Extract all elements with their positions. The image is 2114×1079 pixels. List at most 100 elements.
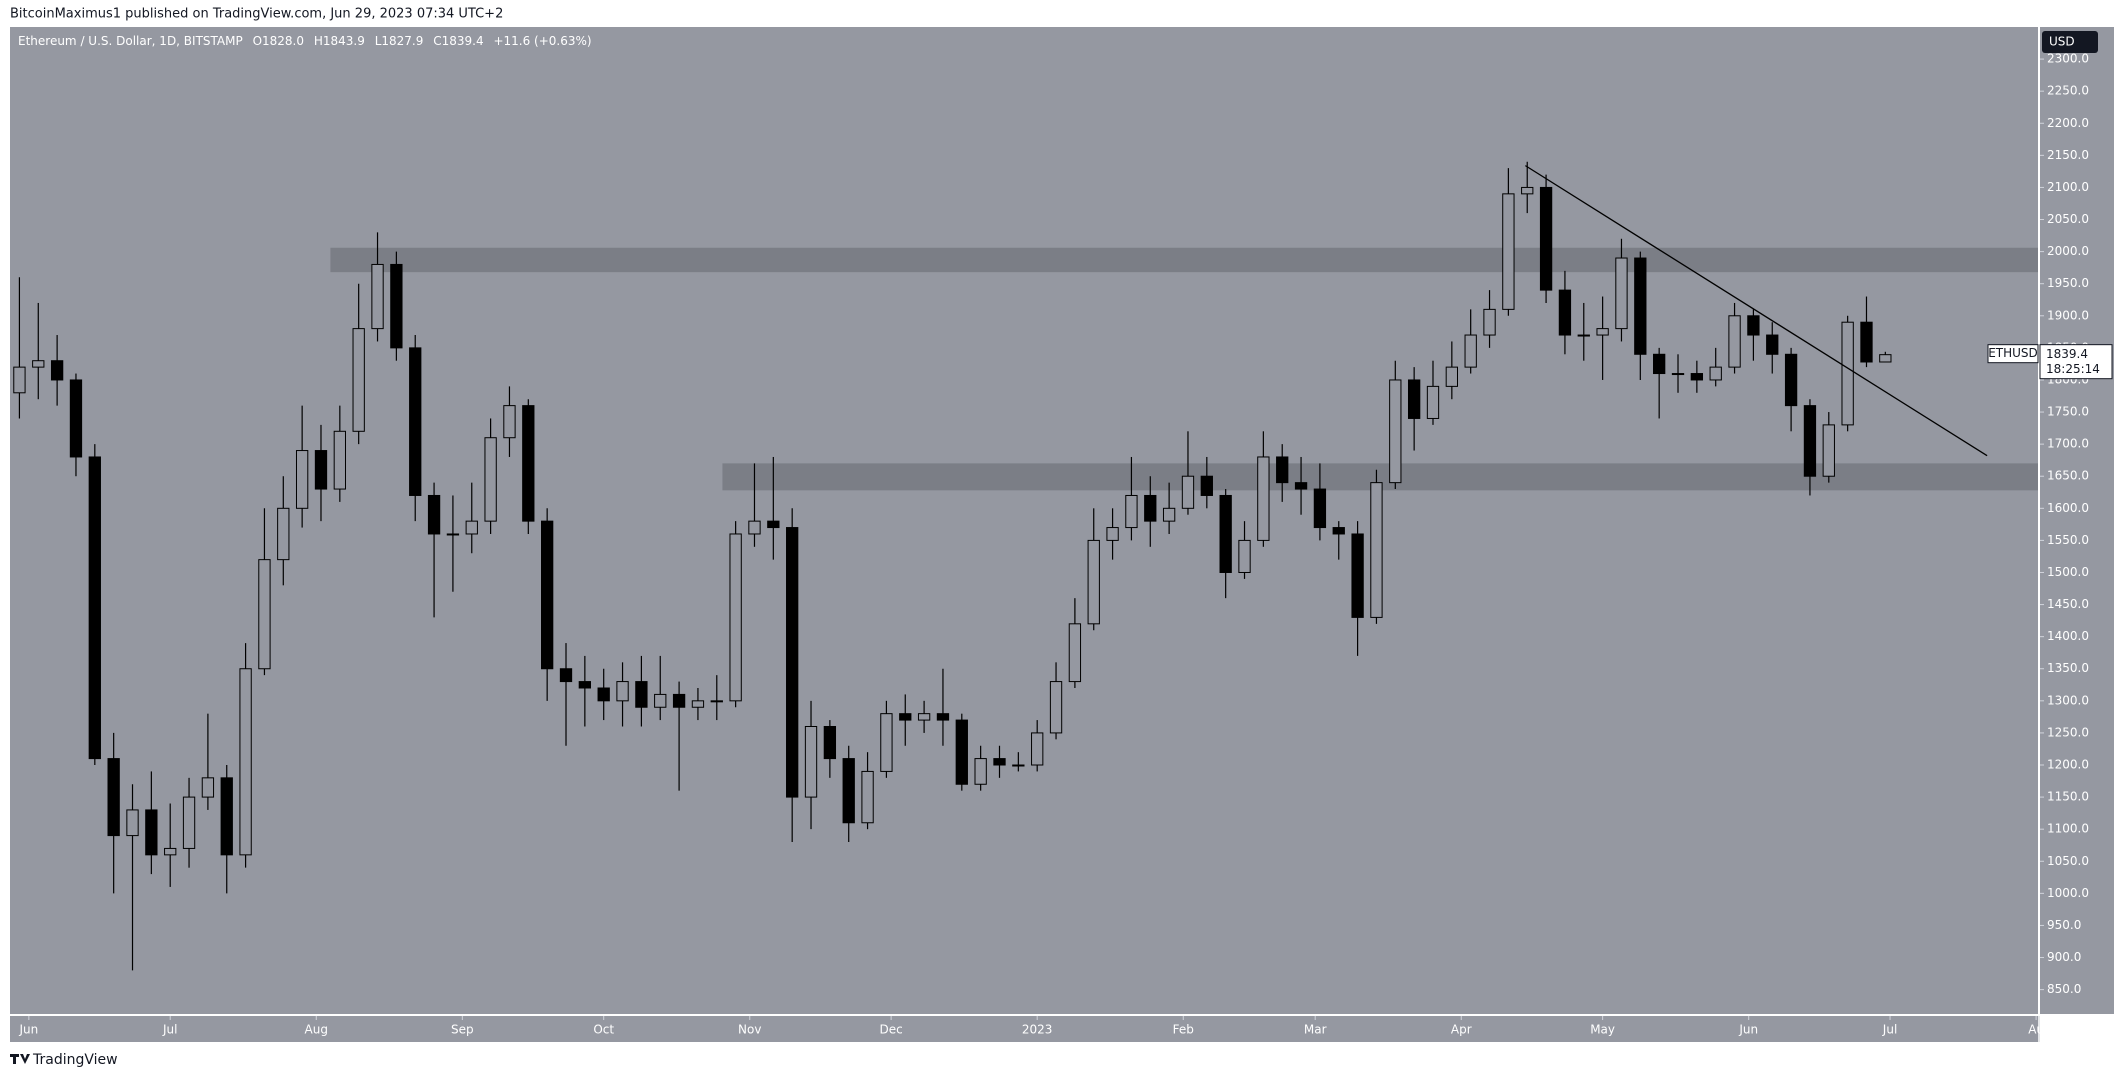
- candle-body: [1634, 257, 1647, 355]
- plot-background: [10, 27, 2038, 1014]
- candle-body: [1031, 732, 1044, 766]
- candle-body: [258, 559, 271, 670]
- publisher-line: BitcoinMaximus1 published on TradingView…: [10, 7, 503, 22]
- y-tick-label: 2100.0: [2047, 180, 2089, 194]
- candle-body: [1426, 385, 1440, 419]
- candle-body: [1351, 533, 1364, 618]
- candle-body: [371, 263, 384, 330]
- y-tick-label: 1750.0: [2047, 405, 2089, 419]
- candle-body: [314, 450, 328, 490]
- legend-value: 1827.9: [381, 34, 423, 48]
- candle-body: [1144, 494, 1157, 522]
- support-resistance-zone: [330, 247, 2038, 273]
- candle-body: [522, 405, 535, 522]
- symbol-tag-box: [1987, 344, 2039, 364]
- candle-body: [1558, 289, 1572, 336]
- x-tick-label: Apr: [1451, 1023, 1472, 1037]
- chart-title: Ethereum / U.S. Dollar, 1D, BITSTAMP: [18, 34, 243, 48]
- candle-body: [88, 456, 101, 760]
- candle-body: [1012, 764, 1025, 767]
- candle-body: [578, 681, 592, 689]
- candle-body: [32, 360, 45, 368]
- x-tick-label: Feb: [1173, 1023, 1194, 1037]
- price-tag-price: 1839.4: [2046, 347, 2088, 361]
- candle-body: [597, 687, 610, 702]
- candle-body: [1068, 623, 1082, 683]
- candle-body: [390, 263, 403, 349]
- y-tick-label: 1000.0: [2047, 886, 2089, 900]
- time-axis-background: [10, 1016, 2040, 1042]
- y-tick-label: 1350.0: [2047, 661, 2089, 675]
- candle-body: [164, 847, 177, 856]
- candle-body: [1784, 353, 1798, 407]
- x-tick-label: Aug: [305, 1023, 328, 1037]
- y-tick-label: 1700.0: [2047, 437, 2089, 451]
- x-tick-label: Mar: [1304, 1023, 1327, 1037]
- y-tick-label: 1400.0: [2047, 629, 2089, 643]
- candle-body: [1181, 475, 1195, 509]
- y-tick-label: 1950.0: [2047, 276, 2089, 290]
- candle-body: [936, 713, 950, 721]
- candle-body: [1238, 539, 1251, 573]
- y-tick-label: 1200.0: [2047, 758, 2089, 772]
- candle-body: [239, 668, 252, 856]
- candle-body: [1464, 334, 1477, 368]
- candle-body: [748, 520, 761, 535]
- candle-body: [974, 758, 987, 785]
- candle-body: [503, 405, 516, 439]
- candle-body: [50, 360, 64, 381]
- candle-body: [1822, 424, 1835, 477]
- candle-body: [1596, 328, 1609, 336]
- legend-value: 1843.9: [323, 34, 365, 48]
- y-tick-label: 1300.0: [2047, 693, 2089, 707]
- candle-body: [635, 681, 648, 708]
- y-tick-label: 1500.0: [2047, 565, 2089, 579]
- candle-body: [1709, 366, 1722, 381]
- candle-body: [465, 520, 478, 535]
- candle-body: [1407, 379, 1421, 419]
- candle-body: [201, 777, 215, 798]
- candle-body: [1087, 539, 1100, 625]
- candle-body: [672, 693, 686, 708]
- logo-mark: [10, 1054, 30, 1064]
- y-tick-label: 2300.0: [2047, 52, 2089, 66]
- y-tick-label: 950.0: [2047, 918, 2081, 932]
- candle-body: [446, 533, 460, 536]
- candle-body: [1389, 379, 1402, 484]
- symbol-tag-label: ETHUSD: [1988, 346, 2038, 360]
- candle-body: [1747, 315, 1760, 336]
- y-tick-label: 1250.0: [2047, 725, 2089, 739]
- y-tick-label: 1900.0: [2047, 308, 2089, 322]
- y-tick-label: 1600.0: [2047, 501, 2089, 515]
- currency-badge[interactable]: [2042, 31, 2098, 53]
- candle-body: [1653, 353, 1666, 375]
- candle-body: [13, 366, 26, 394]
- candle-body: [955, 719, 968, 785]
- candle-body: [899, 713, 912, 721]
- candle-body: [1219, 494, 1232, 573]
- candle-body: [333, 430, 346, 490]
- candle-body: [1445, 366, 1458, 387]
- currency-label: USD: [2049, 35, 2075, 49]
- footer-logo: TradingView: [10, 1052, 118, 1068]
- price-tag-box: [2039, 344, 2113, 380]
- candle-body: [1690, 373, 1704, 381]
- legend-value: 1839.4: [442, 34, 484, 48]
- y-tick-label: 1150.0: [2047, 790, 2089, 804]
- candle-body: [220, 777, 233, 856]
- candle-body: [107, 758, 120, 837]
- candle-body: [786, 527, 799, 798]
- price-axis-background: [2040, 27, 2114, 1014]
- candle-body: [1483, 308, 1496, 336]
- candle-body: [1502, 193, 1515, 310]
- candle-body: [1615, 257, 1628, 330]
- candle-body: [1671, 373, 1685, 376]
- x-tick-label: Sep: [451, 1023, 474, 1037]
- x-tick-label: Au: [2028, 1023, 2044, 1037]
- y-tick-label: 850.0: [2047, 982, 2081, 996]
- candle-body: [993, 758, 1006, 766]
- y-tick-label: 1650.0: [2047, 469, 2089, 483]
- y-tick-label: 1450.0: [2047, 597, 2089, 611]
- candle-body: [1125, 494, 1138, 529]
- candle-body: [352, 328, 365, 432]
